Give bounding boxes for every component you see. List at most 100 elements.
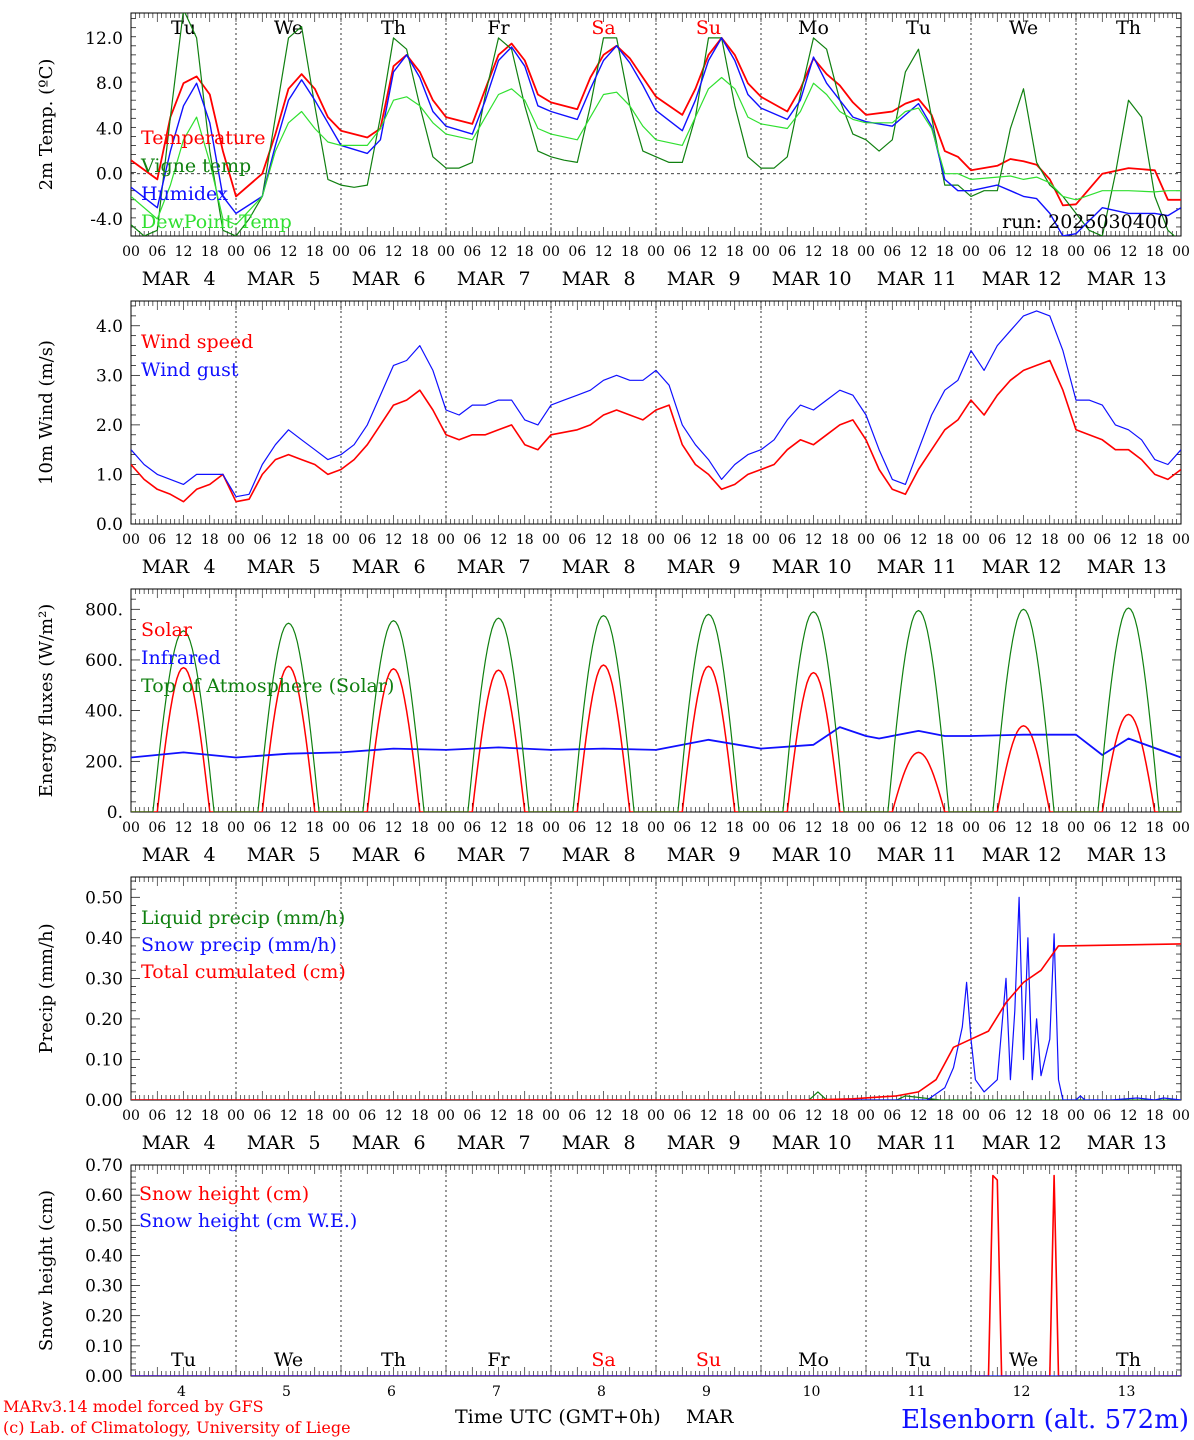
x-date-month: MAR <box>247 268 295 290</box>
x-hour-label: 06 <box>673 532 691 548</box>
x-hour-label: 18 <box>936 244 954 260</box>
x-hour-label: 00 <box>227 532 245 548</box>
x-hour-label: 00 <box>647 244 665 260</box>
x-date-day: 13 <box>1142 556 1166 578</box>
x-hour-label: 00 <box>962 820 980 836</box>
x-hour-label: 18 <box>201 244 219 260</box>
x-hour-label: 18 <box>516 244 534 260</box>
x-date-day: 11 <box>932 268 956 290</box>
weekday-label: We <box>1009 17 1038 39</box>
x-hour-label: 00 <box>332 820 350 836</box>
x-date-day: 9 <box>728 844 740 866</box>
y-tick-label: 0.20 <box>85 1307 123 1327</box>
x-hour-label: 06 <box>148 244 166 260</box>
x-hour-label: 00 <box>542 532 560 548</box>
x-hour-label: 00 <box>122 1108 140 1124</box>
x-hour-label: 18 <box>1146 1108 1164 1124</box>
x-hour-label: 00 <box>437 1108 455 1124</box>
x-hour-label: 06 <box>358 820 376 836</box>
x-hour-label: 18 <box>411 1108 429 1124</box>
x-hour-label: 18 <box>831 820 849 836</box>
x-hour-label: 00 <box>1067 532 1085 548</box>
x-date-day: 10 <box>827 556 851 578</box>
x-hour-label: 00 <box>1067 1108 1085 1124</box>
legend-entry: Total cumulated (cm) <box>141 961 346 983</box>
x-date-day: 11 <box>932 844 956 866</box>
x-hour-label: 12 <box>1120 1108 1138 1124</box>
x-date-day: 9 <box>728 1132 740 1154</box>
x-date-day: 12 <box>1037 844 1061 866</box>
x-axis-title: Time UTC (GMT+0h) <box>455 1406 661 1428</box>
x-date-month: MAR <box>877 1132 925 1154</box>
legend-entry: Humidex <box>141 183 228 205</box>
y-tick-label: 0.00 <box>85 1367 123 1387</box>
x-hour-label: 06 <box>1093 820 1111 836</box>
x-date-month: MAR <box>982 268 1030 290</box>
x-hour-label: 00 <box>332 1108 350 1124</box>
x-day-number: 6 <box>387 1384 396 1400</box>
y-tick-label: 0.60 <box>85 1186 123 1206</box>
x-date-month: MAR <box>247 1132 295 1154</box>
x-date-month: MAR <box>667 556 715 578</box>
x-day-number: 12 <box>1013 1384 1031 1400</box>
x-hour-label: 18 <box>306 532 324 548</box>
x-date-month: MAR <box>562 1132 610 1154</box>
weekday-label: We <box>274 17 303 39</box>
x-hour-label: 12 <box>595 532 613 548</box>
x-hour-label: 06 <box>358 244 376 260</box>
panel-4: 0.00 0.10 0.20 0.30 0.40 0.50 Precip (mm/h) 00 0… <box>36 876 1190 1154</box>
weekday-label: We <box>1009 1349 1038 1371</box>
weekday-label: We <box>274 1349 303 1371</box>
x-hour-label: 06 <box>463 244 481 260</box>
x-date-month: MAR <box>562 556 610 578</box>
x-hour-label: 06 <box>988 1108 1006 1124</box>
y-tick-label: 1.0 <box>96 465 123 485</box>
y-tick-label: 0.50 <box>85 1216 123 1236</box>
y-tick-label: 0.0 <box>96 165 123 185</box>
y-axis-label: Precip (mm/h) <box>36 923 57 1053</box>
x-date-month: MAR <box>772 268 820 290</box>
x-hour-label: 12 <box>595 1108 613 1124</box>
weekday-label: Su <box>696 17 721 39</box>
x-date-day: 9 <box>728 556 740 578</box>
series-line <box>131 76 1181 226</box>
x-day-number: 10 <box>803 1384 821 1400</box>
x-hour-label: 06 <box>1093 244 1111 260</box>
x-hour-label: 18 <box>1041 244 1059 260</box>
x-hour-label: 12 <box>490 532 508 548</box>
weekday-label: Th <box>381 17 406 39</box>
x-hour-label: 00 <box>542 1108 560 1124</box>
x-date-day: 10 <box>827 1132 851 1154</box>
legend-entry: Temperature <box>141 127 265 149</box>
x-hour-label: 06 <box>988 532 1006 548</box>
weekday-label: Sa <box>591 17 615 39</box>
panel-5: 0.00 0.10 0.20 0.30 0.40 0.50 0.60 0.70 Snow hei… <box>36 1156 1182 1400</box>
x-hour-label: 06 <box>253 532 271 548</box>
x-hour-label: 06 <box>148 820 166 836</box>
y-tick-label: 4.0 <box>96 317 123 337</box>
x-hour-label: 00 <box>647 532 665 548</box>
x-hour-label: 18 <box>831 532 849 548</box>
panel-1: -4.0 0.0 4.0 8.0 12.0 2m Temp. (ºC) 00 06 12 18 MA… <box>36 12 1190 290</box>
x-hour-label: 12 <box>1120 820 1138 836</box>
x-hour-label: 00 <box>332 532 350 548</box>
meteogram-panels: -4.0 0.0 4.0 8.0 12.0 2m Temp. (ºC) 00 06 12 18 MA… <box>36 12 1190 1400</box>
x-date-day: 12 <box>1037 1132 1061 1154</box>
x-hour-label: 00 <box>122 532 140 548</box>
x-hour-label: 00 <box>1172 820 1190 836</box>
x-hour-label: 00 <box>1067 820 1085 836</box>
y-tick-label: 0.40 <box>85 929 123 949</box>
x-date-month: MAR <box>667 844 715 866</box>
series-line <box>131 896 1181 1100</box>
x-hour-label: 12 <box>1015 1108 1033 1124</box>
y-axis-label: 10m Wind (m/s) <box>36 340 57 485</box>
y-tick-label: 0.00 <box>85 1091 123 1111</box>
x-hour-label: 06 <box>463 1108 481 1124</box>
x-date-month: MAR <box>877 268 925 290</box>
x-hour-label: 00 <box>857 532 875 548</box>
x-hour-label: 06 <box>1093 1108 1111 1124</box>
x-hour-label: 12 <box>490 244 508 260</box>
series-line <box>131 359 1181 503</box>
x-hour-label: 00 <box>542 244 560 260</box>
x-hour-label: 00 <box>332 244 350 260</box>
